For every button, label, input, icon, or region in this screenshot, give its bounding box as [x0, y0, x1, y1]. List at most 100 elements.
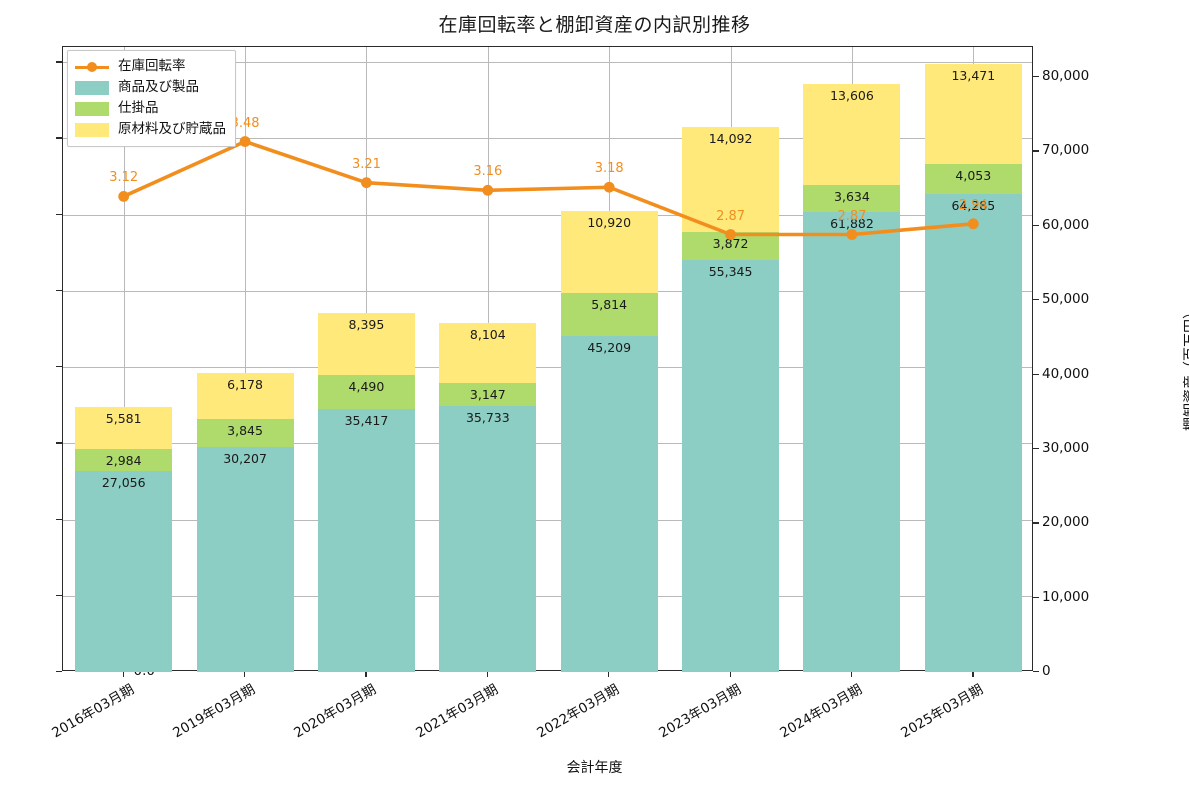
gridline-horizontal: [63, 595, 1032, 597]
line-point-value-label: 3.18: [594, 161, 624, 177]
line-data-point[interactable]: [967, 218, 979, 230]
y-axis-left-tickmark: [56, 671, 62, 673]
bar-segment[interactable]: [196, 418, 294, 448]
line-data-point[interactable]: [846, 229, 858, 240]
chart-legend: 在庫回転率 商品及び製品 仕掛品 原材料及び貯蔵品: [67, 50, 236, 147]
line-data-point[interactable]: [725, 229, 736, 240]
bar-segment[interactable]: [803, 83, 901, 185]
x-axis-tick-label: 2021年03月期: [413, 681, 501, 742]
bar-segment[interactable]: [317, 408, 415, 672]
bar-segment[interactable]: [317, 375, 415, 409]
y-axis-right-tick-label: 50,000: [1042, 291, 1090, 308]
x-axis-tick-label: 2024年03月期: [777, 681, 865, 742]
bar-segment[interactable]: [196, 447, 294, 672]
legend-goods-swatch: [75, 80, 109, 95]
line-point-value-label: 2.94: [958, 197, 988, 213]
gridline-vertical: [123, 47, 125, 670]
bar-segment-value-label: 35,733: [465, 410, 510, 426]
x-axis-tickmark: [608, 671, 610, 677]
bar-segment[interactable]: [439, 322, 537, 383]
bar-segment[interactable]: [560, 335, 658, 672]
legend-item-raw: 原材料及び貯蔵品: [75, 119, 226, 140]
x-axis-tickmark: [486, 671, 489, 677]
y-axis-right-tickmark: [1033, 373, 1039, 375]
line-data-point[interactable]: [239, 136, 251, 147]
legend-label-raw: 原材料及び貯蔵品: [118, 120, 226, 137]
bar-segment[interactable]: [924, 163, 1022, 194]
bar-segment[interactable]: [75, 407, 173, 449]
bar-segment-value-label: 10,920: [587, 215, 632, 231]
y-axis-right-tickmark: [1033, 299, 1039, 301]
bar-segment-value-label: 6,178: [227, 376, 263, 392]
bar-segment-value-label: 2,984: [105, 452, 142, 468]
chart-title: 在庫回転率と棚卸資産の内訳別推移: [438, 14, 751, 36]
bar-segment-value-label: 45,209: [587, 339, 632, 355]
bar-segment[interactable]: [75, 470, 173, 672]
x-axis-tick-label: 2020年03月期: [291, 681, 380, 742]
bar-segment[interactable]: [924, 193, 1022, 672]
bar-segment[interactable]: [439, 406, 537, 672]
bar-segment[interactable]: [439, 382, 537, 407]
x-axis-tickmark: [850, 671, 853, 677]
bar-segment[interactable]: [560, 292, 658, 336]
gridline-horizontal: [63, 290, 1032, 292]
y-axis-right-tick-label: 0: [1042, 663, 1051, 679]
x-axis-tick-label: 2025年03月期: [898, 681, 987, 742]
gridline-horizontal: [63, 443, 1032, 445]
bar-segment[interactable]: [560, 211, 658, 293]
y-axis-right-tickmark: [1033, 596, 1039, 598]
y-axis-right-tick-label: 70,000: [1042, 142, 1090, 159]
legend-item-wip: 仕掛品: [75, 98, 226, 119]
line-series-layer: [118, 136, 979, 240]
legend-label-turnover: 在庫回転率: [118, 57, 186, 74]
y-axis-right-tick-label: 10,000: [1042, 588, 1090, 605]
bar-segment-value-label: 27,056: [101, 474, 146, 490]
y-axis-left-tickmark: [56, 518, 62, 520]
gridline-horizontal: [63, 138, 1032, 140]
x-axis-tick-label: 2016年03月期: [48, 681, 137, 742]
x-axis-tickmark: [972, 671, 974, 677]
bar-segment-value-label: 4,490: [348, 379, 385, 395]
gridline-horizontal: [63, 62, 1032, 64]
bar-segment-value-label: 61,882: [830, 215, 874, 231]
bar-segment[interactable]: [924, 63, 1022, 164]
line-data-point[interactable]: [482, 184, 494, 196]
line-data-point[interactable]: [118, 190, 130, 202]
bar-segment-value-label: 8,104: [469, 326, 506, 342]
y-axis-right-tick-label: 30,000: [1042, 439, 1090, 456]
line-data-point[interactable]: [361, 177, 372, 189]
legend-wip-swatch: [75, 101, 109, 116]
gridline-vertical: [245, 47, 247, 670]
y-axis-right-tick-label: 80,000: [1042, 68, 1090, 85]
y-axis-right-tickmark: [1033, 522, 1039, 524]
line-point-value-label: 3.12: [109, 170, 139, 186]
bar-segment[interactable]: [196, 372, 294, 419]
y-axis-right-tick-label: 40,000: [1042, 365, 1090, 382]
bar-segment-value-label: 64,285: [951, 197, 996, 213]
y-axis-right-tickmark: [1033, 671, 1039, 673]
y-axis-left-tickmark: [56, 61, 62, 63]
line-point-value-label: 2.87: [716, 208, 746, 224]
bar-segment[interactable]: [803, 184, 901, 212]
legend-item-line: 在庫回転率: [75, 56, 226, 77]
bar-segment[interactable]: [75, 448, 173, 471]
bar-segment[interactable]: [682, 260, 780, 672]
y-axis-right-tickmark: [1033, 447, 1039, 450]
y-axis-right-tick-label: 20,000: [1042, 514, 1090, 531]
y-axis-left-tickmark: [56, 289, 62, 292]
bar-segment-value-label: 13,606: [830, 87, 874, 103]
line-path-turnover: [121, 139, 976, 237]
bar-segment[interactable]: [803, 211, 901, 672]
bar-segment[interactable]: [317, 312, 415, 376]
y-axis-left-tickmark: [56, 137, 62, 139]
x-axis-tickmark: [365, 671, 367, 677]
x-axis-label: 会計年度: [566, 760, 623, 776]
bar-segment-value-label: 3,147: [469, 386, 506, 402]
bar-segment-value-label: 8,395: [348, 316, 385, 332]
bar-segment-value-label: 13,471: [951, 67, 996, 83]
bar-segment[interactable]: [682, 126, 780, 232]
plot-area: 27,056 2,984 5,581 30,207 3,845 6,178 35,417 4,…: [62, 46, 1033, 672]
gridline-horizontal: [63, 367, 1032, 369]
line-data-point[interactable]: [603, 181, 615, 193]
